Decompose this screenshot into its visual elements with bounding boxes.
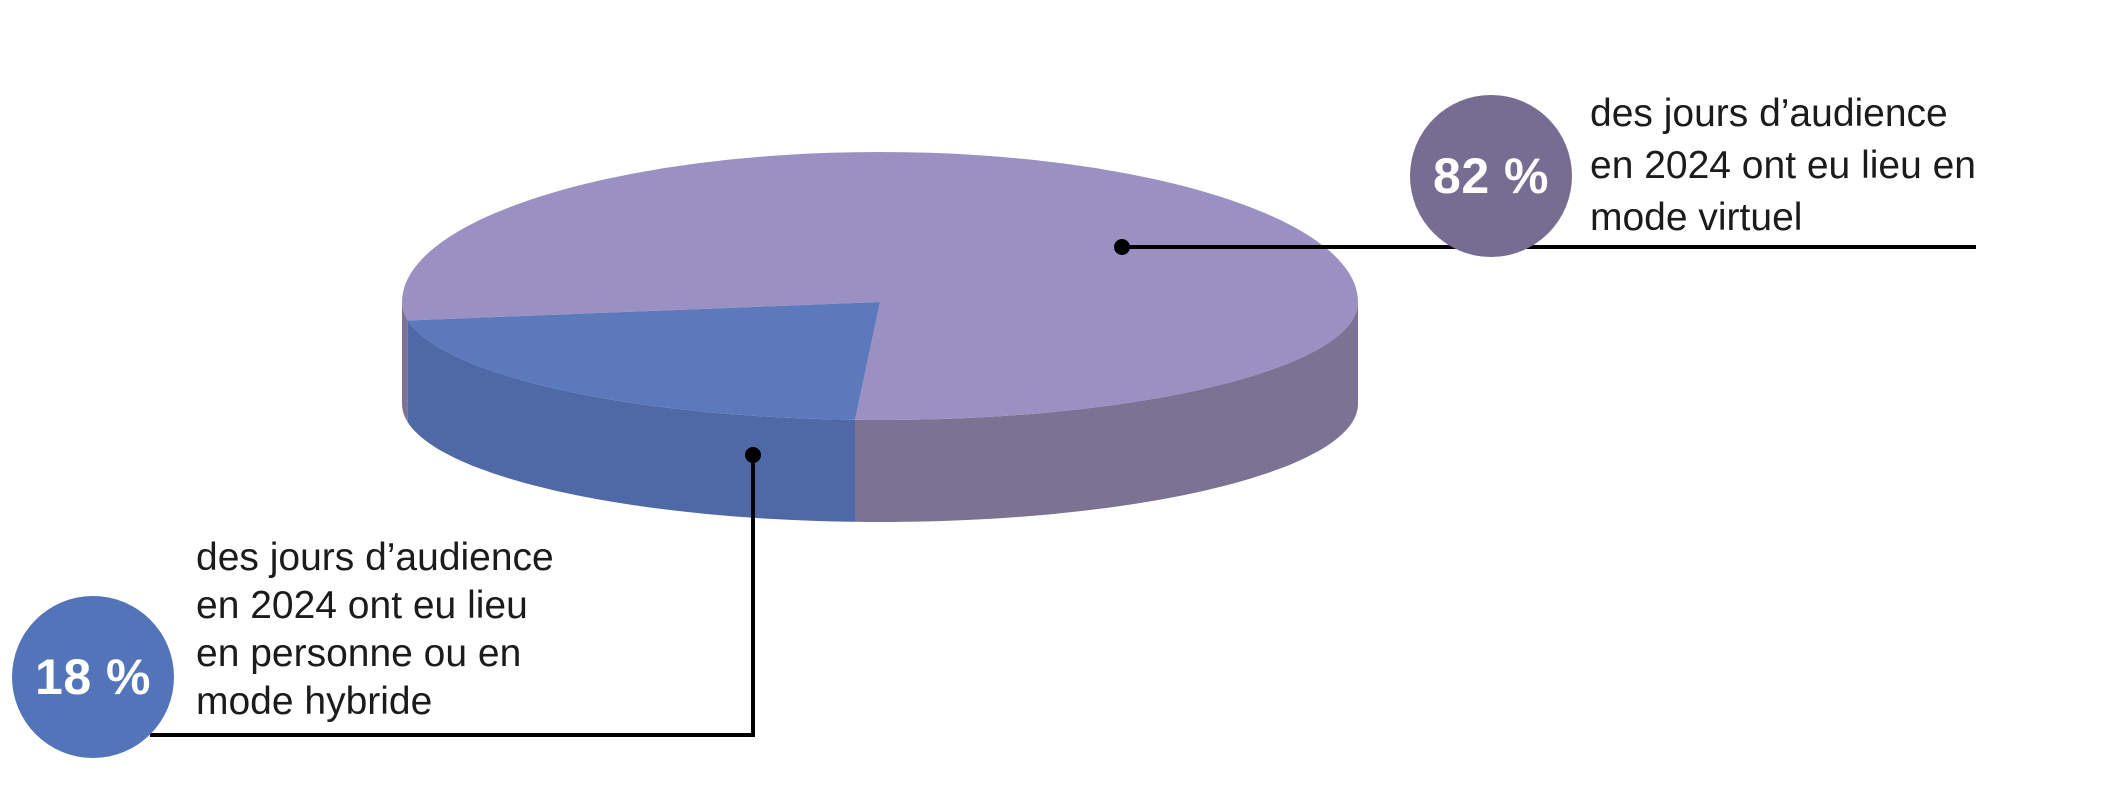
leader-line-in-person — [150, 455, 755, 737]
leader-dot-in-person — [745, 447, 761, 463]
pie-slice-in-person — [407, 302, 880, 420]
virtual-slice-label: des jours d’audience en 2024 ont eu lieu… — [1590, 92, 1977, 239]
virtual-percentage-value: 82 % — [1433, 148, 1549, 204]
pie-side-virtual-side-left — [402, 302, 408, 423]
pie-slice-virtual — [402, 152, 1358, 420]
in-person-percentage-value: 18 % — [35, 649, 151, 705]
pie-side-virtual-side-right — [855, 302, 1358, 522]
leader-dot-virtual — [1114, 239, 1130, 255]
in-person-percentage-badge: 18 % — [12, 596, 174, 758]
pie-side-in-person-side — [407, 320, 855, 522]
in-person-slice-label: des jours d’audience en 2024 ont eu lieu… — [196, 536, 554, 723]
virtual-percentage-badge: 82 % — [1410, 95, 1572, 257]
